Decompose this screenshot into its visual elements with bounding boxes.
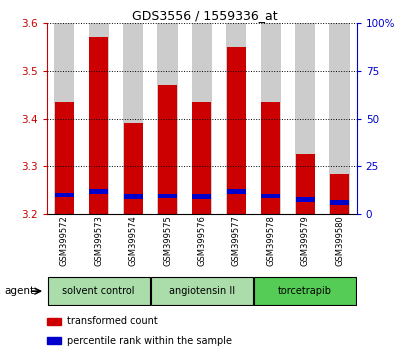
Text: transformed count: transformed count <box>67 316 157 326</box>
Text: angiotensin II: angiotensin II <box>169 286 234 296</box>
Bar <box>55 102 74 214</box>
Bar <box>294 23 315 214</box>
Text: percentile rank within the sample: percentile rank within the sample <box>67 336 232 346</box>
Bar <box>192 102 211 214</box>
Bar <box>329 173 348 214</box>
Bar <box>295 154 314 214</box>
Bar <box>192 194 211 199</box>
Bar <box>157 23 177 214</box>
Bar <box>158 85 177 214</box>
Bar <box>261 102 279 214</box>
Bar <box>261 194 279 198</box>
Bar <box>89 189 108 194</box>
FancyBboxPatch shape <box>254 277 355 305</box>
Bar <box>295 198 314 202</box>
Bar <box>47 337 61 344</box>
Text: torcetrapib: torcetrapib <box>277 286 331 296</box>
Text: solvent control: solvent control <box>62 286 135 296</box>
Bar <box>226 47 245 214</box>
FancyBboxPatch shape <box>48 277 149 305</box>
Bar <box>328 23 349 214</box>
Bar <box>54 23 74 214</box>
Bar <box>226 23 246 214</box>
Bar <box>329 200 348 205</box>
Bar <box>123 23 143 214</box>
Bar <box>47 318 61 325</box>
Bar <box>124 194 142 199</box>
Text: agent: agent <box>4 286 34 296</box>
Bar <box>89 37 108 214</box>
Bar <box>88 23 109 214</box>
Bar <box>55 193 74 198</box>
Bar <box>191 23 211 214</box>
Bar <box>124 123 142 214</box>
FancyBboxPatch shape <box>151 277 252 305</box>
Bar <box>158 194 177 198</box>
Bar <box>260 23 280 214</box>
Bar <box>226 189 245 194</box>
Text: GDS3556 / 1559336_at: GDS3556 / 1559336_at <box>132 9 277 22</box>
